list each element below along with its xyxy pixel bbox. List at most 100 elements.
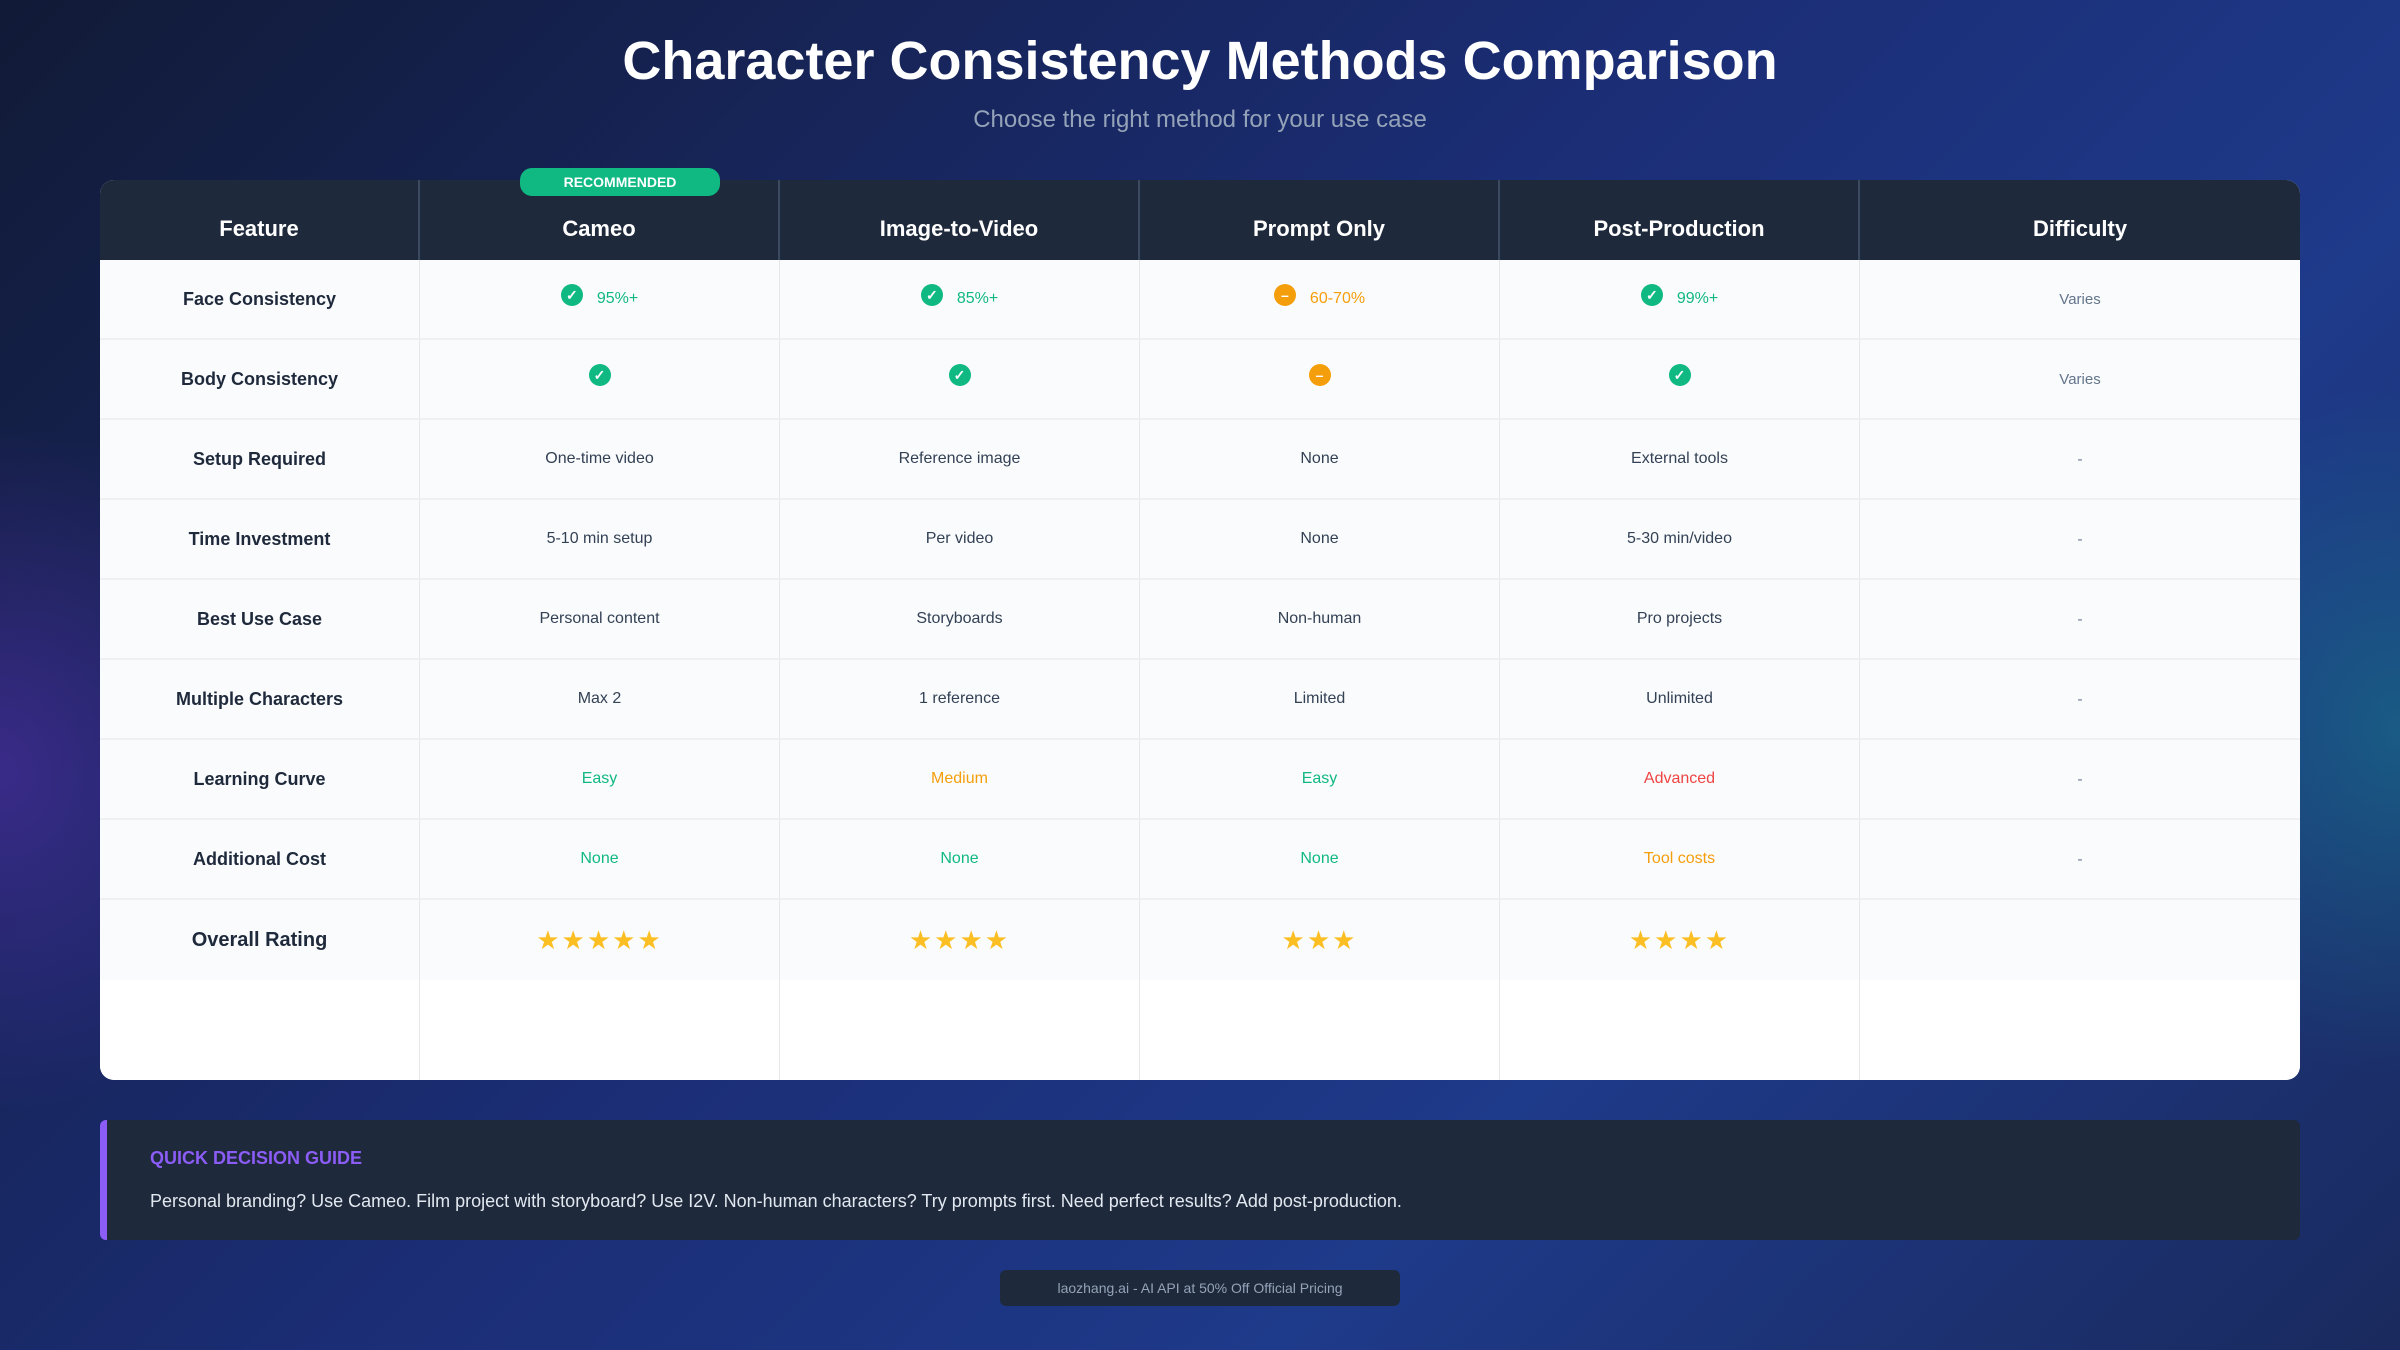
table-cell: None — [1140, 420, 1500, 498]
cell-value: 60-70% — [1309, 290, 1366, 307]
partial-icon: – — [1308, 364, 1331, 386]
recommended-badge: RECOMMENDED — [520, 168, 720, 196]
empty-cell — [780, 980, 1140, 1080]
star-rating-icon: ★★★★ — [908, 924, 1011, 955]
footer-banner[interactable]: laozhang.ai - AI API at 50% Off Official… — [1000, 1270, 1400, 1306]
table-cell: Per video — [780, 500, 1140, 578]
table-cell: Non-human — [1140, 580, 1500, 658]
difficulty-value: - — [2077, 610, 2083, 628]
cell-value: None — [1300, 450, 1339, 467]
difficulty-value: Varies — [2059, 370, 2101, 388]
difficulty-value: - — [2077, 850, 2083, 868]
cell-value: Medium — [931, 770, 988, 787]
cell-value: 95%+ — [596, 290, 639, 307]
table-row: Body Consistency ✓ ✓ – ✓ Varies — [100, 340, 2300, 420]
feature-label: Multiple Characters — [100, 660, 420, 738]
cell-value: External tools — [1631, 450, 1728, 467]
empty-cell — [1500, 980, 1860, 1080]
cell-value: Storyboards — [916, 610, 1003, 627]
feature-label: Setup Required — [100, 420, 420, 498]
partial-icon: – — [1273, 284, 1296, 306]
table-cell: None — [780, 820, 1140, 898]
cell-value: Per video — [925, 530, 994, 547]
table-row: Setup Required One-time video Reference im… — [100, 420, 2300, 500]
table-cell: Pro projects — [1500, 580, 1860, 658]
table-cell: 5-10 min setup — [420, 500, 780, 578]
table-row: Time Investment 5-10 min setup Per video No… — [100, 500, 2300, 580]
star-rating-icon: ★★★★★ — [536, 924, 663, 955]
cell-value: Tool costs — [1643, 850, 1716, 867]
guide-text: Personal branding? Use Cameo. Film proje… — [150, 1191, 1402, 1211]
rating-cell: ★★★ — [1140, 900, 1500, 980]
guide-title: QUICK DECISION GUIDE — [150, 1148, 363, 1168]
cell-value: Reference image — [898, 450, 1021, 467]
rating-cell: ★★★★★ — [420, 900, 780, 980]
table-row: Best Use Case Personal content Storyboards… — [100, 580, 2300, 660]
table-cell: Unlimited — [1500, 660, 1860, 738]
table-cell: Reference image — [780, 420, 1140, 498]
table-cell: Tool costs — [1500, 820, 1860, 898]
table-cell: None — [1140, 820, 1500, 898]
difficulty-value: - — [2077, 530, 2083, 548]
cell-value: 5-10 min setup — [546, 530, 653, 547]
table-cell: ✓ 85%+ — [780, 260, 1140, 338]
feature-label: Best Use Case — [100, 580, 420, 658]
rating-row: Overall Rating ★★★★★ ★★★★ ★★★ ★★★★ — [100, 900, 2300, 980]
header-image-to-video: Image-to-Video — [780, 180, 1140, 260]
empty-cell — [1860, 980, 2300, 1080]
cell-value: Pro projects — [1636, 610, 1723, 627]
cell-value: 85%+ — [956, 290, 999, 307]
check-icon: ✓ — [560, 284, 583, 306]
table-cell: Personal content — [420, 580, 780, 658]
cell-value: 5-30 min/video — [1627, 530, 1732, 547]
empty-cell — [100, 980, 420, 1080]
rating-cell: ★★★★ — [780, 900, 1140, 980]
cell-value: Easy — [1301, 770, 1338, 787]
table-cell: ✓ 99%+ — [1500, 260, 1860, 338]
table-cell: 1 reference — [780, 660, 1140, 738]
cell-value: None — [1300, 530, 1339, 547]
cell-value: None — [940, 850, 979, 867]
table-cell: None — [1140, 500, 1500, 578]
table-cell: –60-70% — [1140, 260, 1500, 338]
table-cell: None — [420, 820, 780, 898]
table-cell: Limited — [1140, 660, 1500, 738]
difficulty-value: Varies — [2059, 290, 2101, 308]
empty-cell — [1140, 980, 1500, 1080]
empty-row — [100, 980, 2300, 1080]
table-cell: Easy — [1140, 740, 1500, 818]
star-rating-icon: ★★★ — [1281, 924, 1358, 955]
table-row: Learning Curve Easy Medium Easy Advanced - — [100, 740, 2300, 820]
header-difficulty: Difficulty — [2032, 216, 2128, 241]
page-subtitle: Choose the right method for your use cas… — [973, 106, 1427, 133]
header-post-production: Post-Production — [1500, 180, 1860, 260]
table-row: Multiple Characters Max 2 1 reference Limit… — [100, 660, 2300, 740]
cell-value: 1 reference — [919, 690, 1000, 707]
table-cell: Max 2 — [420, 660, 780, 738]
comparison-table: Feature Cameo Image-to-Video Prompt Only Pos… — [100, 180, 2300, 1080]
table-cell: ✓ — [420, 340, 780, 418]
cell-value: Easy — [581, 770, 618, 787]
cell-value: Limited — [1293, 690, 1346, 707]
table-cell: – — [1140, 340, 1500, 418]
table-cell: External tools — [1500, 420, 1860, 498]
table-cell: Storyboards — [780, 580, 1140, 658]
cell-value: Advanced — [1643, 770, 1716, 787]
cell-value: One-time video — [545, 450, 654, 467]
header-feature: Feature — [100, 180, 420, 260]
cell-value: Personal content — [539, 610, 660, 627]
cell-value: Non-human — [1277, 610, 1362, 627]
table-cell: 5-30 min/video — [1500, 500, 1860, 578]
header-cameo: Cameo — [420, 180, 780, 260]
feature-label: Time Investment — [100, 500, 420, 578]
rating-cell — [1860, 900, 2300, 980]
cell-value: Max 2 — [577, 690, 622, 707]
table-cell: ✓ — [1500, 340, 1860, 418]
table-cell: ✓ — [780, 340, 1140, 418]
feature-label: Additional Cost — [100, 820, 420, 898]
cell-value: None — [580, 850, 619, 867]
table-cell: One-time video — [420, 420, 780, 498]
cell-value: 99%+ — [1676, 290, 1719, 307]
table-cell: ✓ 95%+ — [420, 260, 780, 338]
rating-cell: ★★★★ — [1500, 900, 1860, 980]
